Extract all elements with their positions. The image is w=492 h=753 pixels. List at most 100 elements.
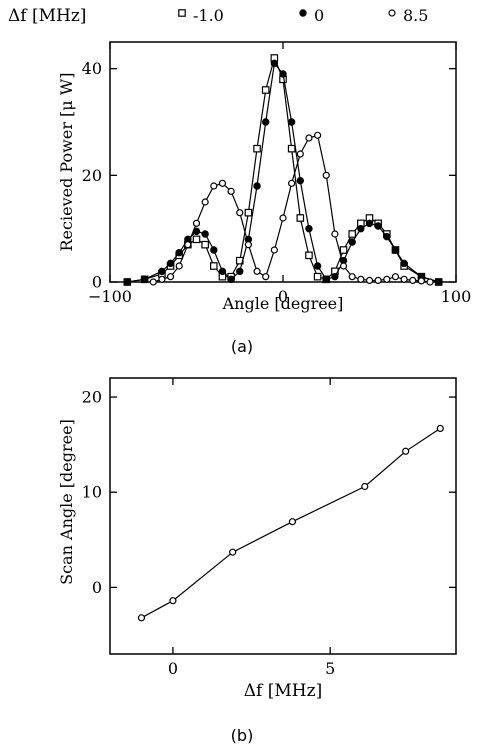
data-point	[279, 70, 287, 78]
data-point	[262, 118, 270, 126]
data-point	[253, 267, 261, 275]
data-point	[426, 278, 434, 286]
legend-marker	[178, 9, 186, 17]
legend-label: 8.5	[403, 6, 428, 25]
data-point	[348, 273, 356, 281]
data-point	[374, 276, 382, 284]
data-point	[140, 275, 149, 284]
chart-marks-a	[123, 54, 443, 286]
panel-b: 0 5 0 10 20 Δf [MHz] Scan Angle [degree] (b)	[57, 377, 457, 745]
data-point	[279, 214, 287, 222]
data-point	[158, 275, 166, 283]
x-axis-label-b: Δf [MHz]	[244, 681, 322, 701]
legend-items: -1.0 0 8.5	[178, 6, 428, 25]
data-point	[175, 248, 183, 257]
tick-marks-a	[109, 42, 457, 283]
y-tick-label: 10	[82, 483, 102, 502]
plot-frame-b	[109, 377, 457, 655]
data-point	[288, 179, 296, 187]
data-point	[236, 267, 244, 276]
data-point	[192, 235, 201, 244]
data-point	[357, 224, 365, 233]
data-point	[210, 182, 218, 190]
data-point	[192, 219, 201, 227]
data-point	[357, 275, 365, 283]
x-tick-label: 0	[278, 287, 288, 306]
data-point	[137, 614, 146, 622]
data-point	[313, 272, 322, 281]
legend-label: -1.0	[193, 6, 224, 25]
y-tick-label: 40	[82, 59, 102, 78]
data-point	[409, 276, 417, 284]
data-point	[305, 224, 313, 233]
data-point	[201, 198, 209, 206]
data-point	[227, 275, 235, 284]
data-point	[296, 150, 304, 158]
data-point	[166, 273, 175, 281]
data-point	[201, 240, 209, 249]
panel-label-b: (b)	[231, 726, 254, 745]
x-tick-label: 0	[168, 659, 178, 678]
data-point	[210, 246, 218, 254]
data-point	[201, 230, 209, 238]
data-point	[322, 275, 330, 284]
x-tick-label: 5	[325, 659, 335, 678]
legend-label: 0	[314, 6, 324, 25]
data-point	[253, 182, 261, 190]
data-point	[169, 597, 177, 605]
legend-title: Δf [MHz]	[8, 6, 86, 26]
data-point	[435, 278, 443, 286]
legend-item: -1.0	[178, 6, 224, 25]
data-point	[339, 262, 348, 270]
data-point	[331, 272, 339, 281]
data-point	[287, 118, 296, 126]
data-point	[391, 273, 400, 281]
y-axis-label-b: Scan Angle [degree]	[57, 419, 76, 585]
legend-item: 0	[299, 6, 324, 25]
data-point	[175, 262, 183, 270]
y-tick-label: 0	[92, 273, 102, 292]
data-point	[227, 187, 235, 195]
x-axis-label-a: Angle [degree]	[222, 294, 344, 313]
data-point	[305, 134, 313, 142]
data-point	[436, 424, 444, 433]
y-tick-label: 20	[82, 166, 102, 185]
data-point	[270, 246, 278, 254]
data-point	[348, 238, 356, 246]
tick-labels-b: 0 5 0 10 20	[82, 388, 336, 678]
data-point	[374, 222, 382, 230]
legend-marker	[299, 9, 307, 17]
data-point	[158, 267, 166, 276]
data-point	[400, 259, 408, 268]
data-point	[365, 276, 374, 284]
legend-marker	[388, 9, 396, 17]
data-point	[261, 86, 270, 94]
data-point	[383, 275, 391, 283]
data-point	[339, 246, 348, 254]
chart-marks-b	[137, 424, 444, 622]
data-point	[236, 209, 244, 217]
data-point	[313, 262, 322, 270]
tick-marks-b	[110, 378, 456, 654]
data-point	[383, 232, 391, 241]
y-axis-label-a: Recieved Power [μ W]	[57, 73, 76, 252]
data-point	[218, 179, 227, 187]
panel-label-a: (a)	[231, 337, 253, 356]
y-tick-label: 0	[92, 578, 102, 597]
data-point	[229, 548, 237, 556]
data-point	[361, 482, 369, 491]
legend-item: 8.5	[388, 6, 428, 25]
data-point	[365, 219, 374, 228]
x-tick-label: 100	[441, 287, 472, 306]
data-point	[149, 278, 157, 286]
data-point	[287, 144, 296, 153]
data-point	[253, 144, 261, 153]
data-point	[348, 230, 357, 238]
legend-a: Δf [MHz] -1.0 0 8.5	[8, 6, 428, 26]
x-tick-label: −100	[88, 287, 132, 306]
data-point	[244, 241, 252, 249]
series-line-8.5	[153, 134, 431, 283]
